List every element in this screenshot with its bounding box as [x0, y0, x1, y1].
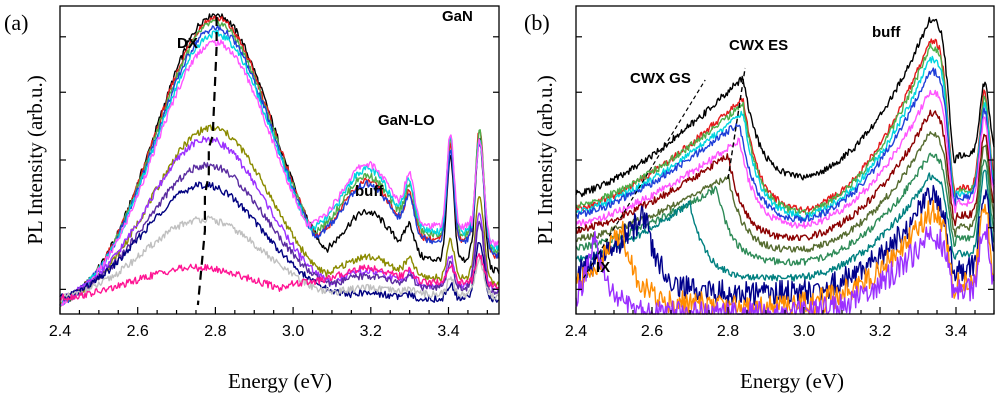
x-tick-label: 3.0: [282, 323, 304, 340]
annotation-buff-b: buff: [872, 24, 901, 41]
panel-a-label: (a): [4, 10, 28, 35]
panel-b-label: (b): [524, 10, 550, 35]
x-tick-label: 2.6: [641, 323, 663, 340]
x-tick-label: 3.0: [793, 323, 815, 340]
x-tick-label: 3.4: [437, 323, 459, 340]
annotation-buff-a: buff: [355, 183, 384, 200]
annotation-dx: DX: [177, 35, 198, 52]
panel-b-series-line-8: [575, 131, 995, 253]
panel-b-series-line-4: [575, 55, 995, 220]
panel-b-series-line-6: [575, 89, 995, 229]
annotation-cwx-es: CWX ES: [729, 37, 788, 54]
x-tick-label: 3.2: [869, 323, 891, 340]
x-tick-label: 3.4: [945, 323, 967, 340]
panel-a-series-line-11: [59, 215, 500, 303]
panel-b-x-axis-label: Energy (eV): [740, 369, 844, 393]
panel-b-x-ticks: 2.4 2.6 2.8 3.0 3.2 3.4: [565, 36, 995, 340]
annotation-cwx-gs: CWX GS: [630, 70, 691, 87]
panel-b-cwx-es-guide-line: [727, 67, 746, 180]
x-tick-label: 2.4: [49, 323, 71, 340]
panel-a-y-axis-label: PL Intensity (arb.u.): [23, 75, 47, 245]
panel-a-dx-guide-line: [196, 17, 218, 306]
panel-a-series-line-5: [59, 29, 500, 307]
x-tick-label: 2.8: [717, 323, 739, 340]
x-tick-label: 2.4: [565, 323, 587, 340]
panel-b-series-line-5: [575, 67, 995, 224]
panel-a-series-line-6: [59, 39, 500, 306]
panel-a-series-line-12: [59, 252, 500, 302]
annotation-gan: GaN: [442, 8, 473, 25]
panel-a-series-line-10: [59, 181, 500, 303]
panel-b: (b) 2.4 2.6 2.8 3.0 3.2 3.4 CWX ES CWX GS buf…: [524, 5, 995, 393]
panel-b-series-line-1: [575, 16, 995, 198]
panel-b-y-axis-label: PL Intensity (arb.u.): [533, 75, 557, 245]
panel-b-series-line-12: [575, 199, 995, 315]
panel-b-series-line-10: [575, 169, 995, 282]
panel-b-series-line-11: [575, 184, 995, 306]
panel-a-x-axis-label: Energy (eV): [228, 369, 332, 393]
x-tick-label: 2.6: [127, 323, 149, 340]
x-tick-label: 2.8: [204, 323, 226, 340]
panel-b-cwx-gs-guide-line: [583, 79, 706, 279]
x-tick-label: 3.2: [360, 323, 382, 340]
annotation-gan-lo: GaN-LO: [378, 112, 435, 129]
panel-a-series-group: [59, 13, 500, 308]
panel-b-series-line-7: [575, 109, 995, 241]
panel-b-series-group: [575, 16, 995, 315]
panel-a-x-ticks: 2.4 2.6 2.8 3.0 3.2 3.4: [49, 36, 499, 340]
panel-a: (a) 2.4 2.6 2.8 3.0 3.2 3.4 DX GaN GaN-LO buf…: [4, 5, 500, 393]
annotation-ix: IX: [596, 259, 610, 276]
panel-b-series-line-3: [575, 43, 995, 216]
